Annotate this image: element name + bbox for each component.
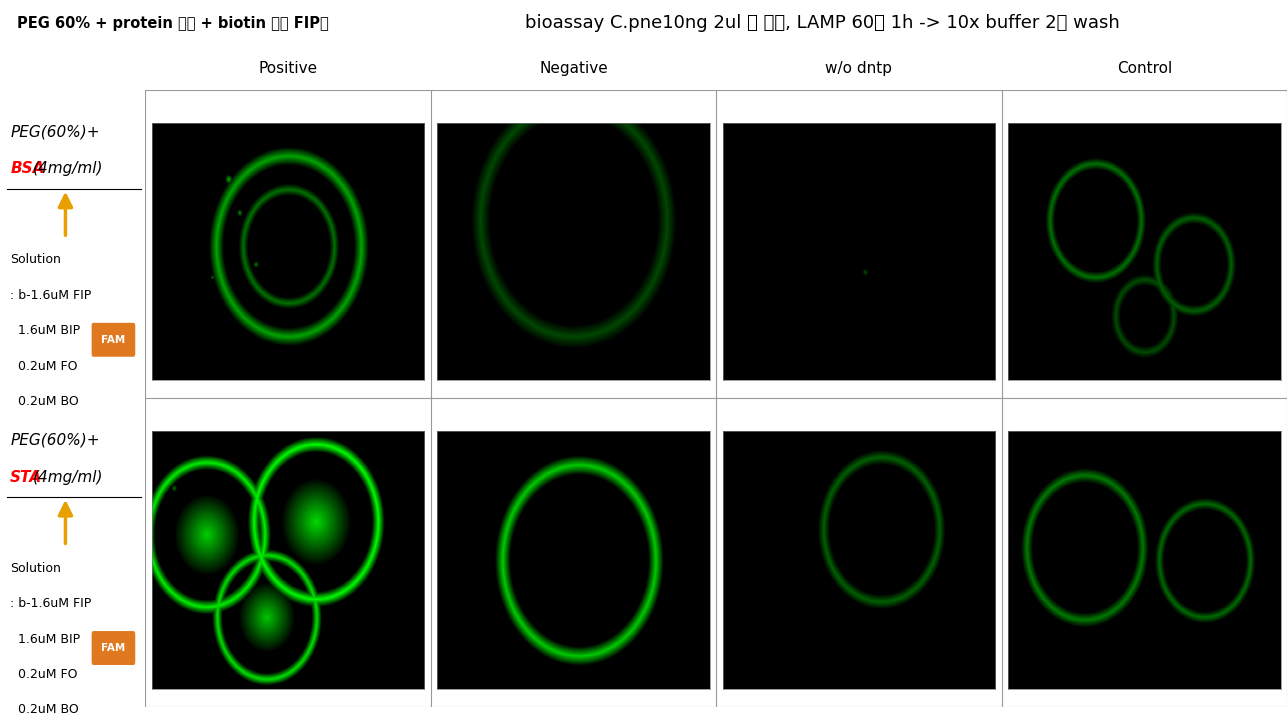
Text: Negative: Negative	[539, 61, 607, 76]
FancyBboxPatch shape	[91, 323, 135, 357]
Text: PEG(60%)+: PEG(60%)+	[10, 125, 99, 139]
Text: PEG(60%)+: PEG(60%)+	[10, 433, 99, 448]
Text: 0.2uM FO: 0.2uM FO	[10, 668, 77, 681]
Text: : b-1.6uM FIP: : b-1.6uM FIP	[10, 597, 91, 610]
Text: PEG 60% + protein 고정 + biotin 달린 FIP만: PEG 60% + protein 고정 + biotin 달린 FIP만	[17, 16, 328, 31]
Text: 1.6uM BIP: 1.6uM BIP	[10, 632, 80, 645]
Text: FAM: FAM	[102, 335, 126, 345]
Text: 0.2uM BO: 0.2uM BO	[10, 395, 79, 408]
Text: w/o dntp: w/o dntp	[825, 61, 892, 76]
Text: Control: Control	[1117, 61, 1172, 76]
Text: : b-1.6uM FIP: : b-1.6uM FIP	[10, 289, 91, 302]
Text: Solution: Solution	[10, 254, 60, 267]
Text: (4mg/ml): (4mg/ml)	[32, 469, 103, 485]
Text: BSA: BSA	[10, 162, 45, 177]
Text: FAM: FAM	[102, 643, 126, 653]
Text: (4mg/ml): (4mg/ml)	[32, 162, 103, 177]
Text: 0.2uM BO: 0.2uM BO	[10, 704, 79, 717]
Text: STA: STA	[10, 469, 42, 485]
Text: bioassay C.pne10ng 2ul 씩 사용, LAMP 60도 1h -> 10x buffer 2회 wash: bioassay C.pne10ng 2ul 씩 사용, LAMP 60도 1h…	[525, 14, 1120, 32]
Text: Positive: Positive	[259, 61, 318, 76]
FancyBboxPatch shape	[91, 631, 135, 665]
Text: 1.6uM BIP: 1.6uM BIP	[10, 324, 80, 337]
Text: Solution: Solution	[10, 562, 60, 575]
Text: 0.2uM FO: 0.2uM FO	[10, 360, 77, 373]
